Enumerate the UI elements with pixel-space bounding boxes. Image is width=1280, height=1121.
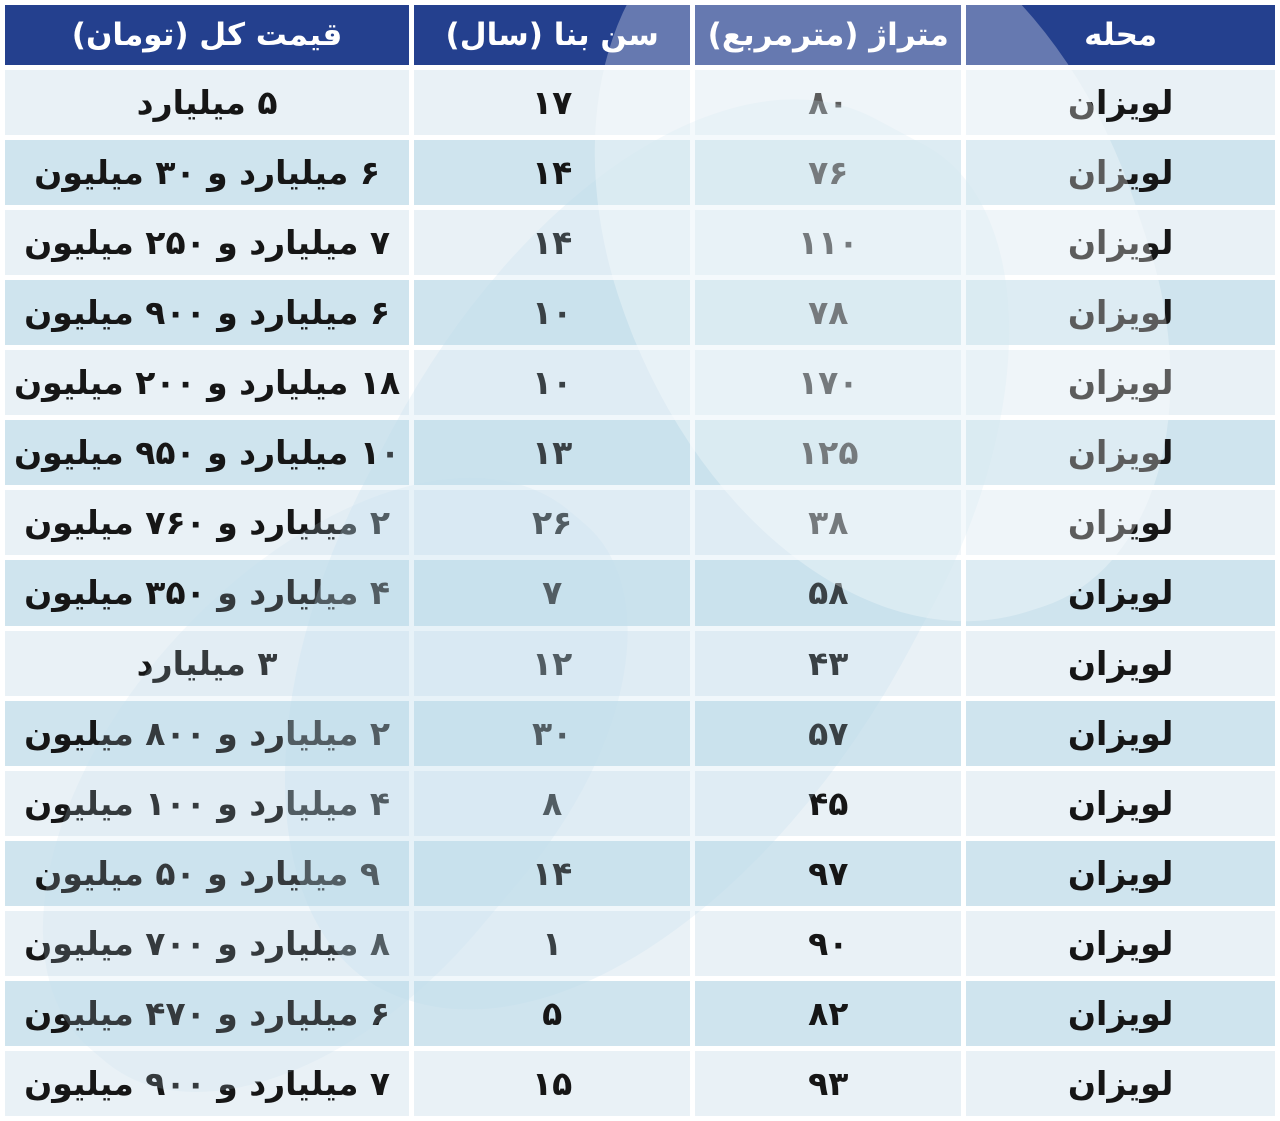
table-row: لویزان ۷۶ ۱۴ ۶ میلیارد و ۳۰ میلیون <box>5 140 1275 206</box>
cell-price: ۶ میلیارد و ۳۰ میلیون <box>5 140 410 206</box>
cell-age: ۵ <box>414 980 691 1046</box>
cell-neighborhood: لویزان <box>966 910 1275 976</box>
table-row: لویزان ۹۷ ۱۴ ۹ میلیارد و ۵۰ میلیون <box>5 840 1275 906</box>
cell-area: ۱۲۵ <box>695 420 962 486</box>
cell-price: ۷ میلیارد و ۹۰۰ میلیون <box>5 1050 410 1116</box>
cell-price: ۱۰ میلیارد و ۹۵۰ میلیون <box>5 420 410 486</box>
cell-area: ۵۸ <box>695 560 962 626</box>
header-row: محله متراژ (مترمربع) سن بنا (سال) قیمت ک… <box>5 5 1275 65</box>
table-row: لویزان ۳۸ ۲۶ ۲ میلیارد و ۷۶۰ میلیون <box>5 490 1275 556</box>
cell-age: ۱۴ <box>414 840 691 906</box>
cell-age: ۷ <box>414 560 691 626</box>
col-header-area: متراژ (مترمربع) <box>695 5 962 65</box>
cell-price: ۶ میلیارد و ۴۷۰ میلیون <box>5 980 410 1046</box>
cell-price: ۱۸ میلیارد و ۲۰۰ میلیون <box>5 350 410 416</box>
cell-neighborhood: لویزان <box>966 630 1275 696</box>
col-header-age: سن بنا (سال) <box>414 5 691 65</box>
table-row: لویزان ۱۲۵ ۱۳ ۱۰ میلیارد و ۹۵۰ میلیون <box>5 420 1275 486</box>
cell-area: ۱۱۰ <box>695 210 962 276</box>
table-row: لویزان ۵۸ ۷ ۴ میلیارد و ۳۵۰ میلیون <box>5 560 1275 626</box>
cell-area: ۸۰ <box>695 70 962 136</box>
cell-age: ۱۲ <box>414 630 691 696</box>
table-row: لویزان ۱۱۰ ۱۴ ۷ میلیارد و ۲۵۰ میلیون <box>5 210 1275 276</box>
cell-price: ۷ میلیارد و ۲۵۰ میلیون <box>5 210 410 276</box>
table-row: لویزان ۴۳ ۱۲ ۳ میلیارد <box>5 630 1275 696</box>
table-body: لویزان ۸۰ ۱۷ ۵ میلیارد لویزان ۷۶ ۱۴ ۶ میلیارد و… <box>5 70 1275 1116</box>
cell-area: ۹۳ <box>695 1050 962 1116</box>
cell-age: ۱۰ <box>414 350 691 416</box>
table-row: لویزان ۴۵ ۸ ۴ میلیارد و ۱۰۰ میلیون <box>5 770 1275 836</box>
cell-age: ۱۳ <box>414 420 691 486</box>
cell-age: ۱۷ <box>414 70 691 136</box>
table-header: محله متراژ (مترمربع) سن بنا (سال) قیمت ک… <box>5 5 1275 65</box>
cell-price: ۵ میلیارد <box>5 70 410 136</box>
table-row: لویزان ۸۲ ۵ ۶ میلیارد و ۴۷۰ میلیون <box>5 980 1275 1046</box>
col-header-neighborhood: محله <box>966 5 1275 65</box>
cell-neighborhood: لویزان <box>966 980 1275 1046</box>
cell-neighborhood: لویزان <box>966 560 1275 626</box>
cell-price: ۲ میلیارد و ۷۶۰ میلیون <box>5 490 410 556</box>
cell-area: ۷۸ <box>695 280 962 346</box>
cell-neighborhood: لویزان <box>966 490 1275 556</box>
cell-neighborhood: لویزان <box>966 420 1275 486</box>
cell-price: ۳ میلیارد <box>5 630 410 696</box>
table-row: لویزان ۵۷ ۳۰ ۲ میلیارد و ۸۰۰ میلیون <box>5 700 1275 766</box>
table-row: لویزان ۱۷۰ ۱۰ ۱۸ میلیارد و ۲۰۰ میلیون <box>5 350 1275 416</box>
cell-area: ۸۲ <box>695 980 962 1046</box>
cell-age: ۱۴ <box>414 140 691 206</box>
table-row: لویزان ۹۳ ۱۵ ۷ میلیارد و ۹۰۰ میلیون <box>5 1050 1275 1116</box>
cell-price: ۸ میلیارد و ۷۰۰ میلیون <box>5 910 410 976</box>
cell-neighborhood: لویزان <box>966 140 1275 206</box>
cell-price: ۲ میلیارد و ۸۰۰ میلیون <box>5 700 410 766</box>
cell-age: ۸ <box>414 770 691 836</box>
cell-neighborhood: لویزان <box>966 1050 1275 1116</box>
cell-area: ۴۵ <box>695 770 962 836</box>
cell-price: ۴ میلیارد و ۱۰۰ میلیون <box>5 770 410 836</box>
col-header-price: قیمت کل (تومان) <box>5 5 410 65</box>
cell-age: ۱ <box>414 910 691 976</box>
cell-age: ۳۰ <box>414 700 691 766</box>
cell-neighborhood: لویزان <box>966 770 1275 836</box>
cell-area: ۷۶ <box>695 140 962 206</box>
cell-age: ۱۴ <box>414 210 691 276</box>
cell-age: ۱۰ <box>414 280 691 346</box>
cell-price: ۶ میلیارد و ۹۰۰ میلیون <box>5 280 410 346</box>
cell-neighborhood: لویزان <box>966 350 1275 416</box>
cell-neighborhood: لویزان <box>966 210 1275 276</box>
cell-area: ۹۷ <box>695 840 962 906</box>
cell-price: ۹ میلیارد و ۵۰ میلیون <box>5 840 410 906</box>
cell-neighborhood: لویزان <box>966 280 1275 346</box>
cell-age: ۲۶ <box>414 490 691 556</box>
cell-area: ۵۷ <box>695 700 962 766</box>
cell-area: ۹۰ <box>695 910 962 976</box>
cell-neighborhood: لویزان <box>966 840 1275 906</box>
cell-age: ۱۵ <box>414 1050 691 1116</box>
cell-area: ۴۳ <box>695 630 962 696</box>
cell-neighborhood: لویزان <box>966 70 1275 136</box>
table-row: لویزان ۷۸ ۱۰ ۶ میلیارد و ۹۰۰ میلیون <box>5 280 1275 346</box>
table-row: لویزان ۸۰ ۱۷ ۵ میلیارد <box>5 70 1275 136</box>
cell-area: ۱۷۰ <box>695 350 962 416</box>
cell-neighborhood: لویزان <box>966 700 1275 766</box>
cell-price: ۴ میلیارد و ۳۵۰ میلیون <box>5 560 410 626</box>
cell-area: ۳۸ <box>695 490 962 556</box>
table-row: لویزان ۹۰ ۱ ۸ میلیارد و ۷۰۰ میلیون <box>5 910 1275 976</box>
